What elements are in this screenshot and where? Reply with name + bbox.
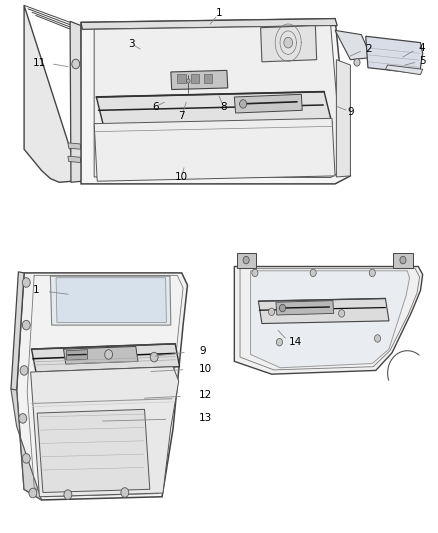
Polygon shape — [81, 19, 337, 29]
Text: 11: 11 — [33, 58, 46, 68]
Polygon shape — [17, 273, 187, 500]
Circle shape — [284, 37, 293, 48]
Text: 5: 5 — [420, 56, 426, 66]
Polygon shape — [68, 156, 81, 163]
Text: 9: 9 — [199, 346, 206, 356]
Circle shape — [400, 256, 406, 264]
Circle shape — [310, 269, 316, 277]
Polygon shape — [336, 60, 350, 177]
Polygon shape — [251, 271, 410, 368]
Text: 8: 8 — [220, 102, 227, 111]
Polygon shape — [32, 344, 180, 372]
Polygon shape — [258, 298, 389, 324]
Circle shape — [369, 269, 375, 277]
Polygon shape — [234, 94, 302, 113]
Text: 3: 3 — [128, 39, 135, 49]
Text: 10: 10 — [175, 172, 188, 182]
Text: 4: 4 — [418, 43, 425, 53]
Text: 10: 10 — [199, 364, 212, 374]
Polygon shape — [81, 19, 350, 184]
Polygon shape — [70, 21, 82, 182]
Polygon shape — [276, 301, 334, 315]
Text: 6: 6 — [152, 102, 159, 111]
Circle shape — [240, 100, 247, 108]
Text: 14: 14 — [289, 337, 302, 347]
Polygon shape — [94, 26, 343, 177]
Polygon shape — [94, 118, 335, 181]
Polygon shape — [24, 5, 79, 182]
Polygon shape — [64, 346, 138, 364]
Circle shape — [354, 59, 360, 66]
Text: 13: 13 — [199, 414, 212, 423]
Polygon shape — [237, 253, 256, 268]
Polygon shape — [234, 266, 423, 374]
Circle shape — [268, 308, 275, 316]
Polygon shape — [171, 70, 228, 90]
Circle shape — [29, 488, 37, 498]
Circle shape — [72, 59, 80, 69]
Circle shape — [252, 269, 258, 277]
Polygon shape — [31, 367, 179, 497]
Circle shape — [121, 488, 129, 497]
Circle shape — [19, 414, 27, 423]
Text: 7: 7 — [178, 111, 185, 121]
Text: 2: 2 — [366, 44, 372, 54]
Polygon shape — [177, 74, 186, 83]
Circle shape — [22, 454, 30, 463]
Circle shape — [187, 79, 190, 83]
Polygon shape — [11, 389, 42, 500]
Polygon shape — [50, 276, 171, 325]
Text: 9: 9 — [347, 107, 354, 117]
Circle shape — [64, 490, 72, 499]
Polygon shape — [335, 30, 371, 60]
Text: 1: 1 — [33, 286, 39, 295]
Circle shape — [22, 278, 30, 287]
Polygon shape — [366, 36, 423, 74]
Circle shape — [20, 366, 28, 375]
Polygon shape — [191, 74, 199, 83]
Circle shape — [22, 320, 30, 330]
Circle shape — [243, 256, 249, 264]
Circle shape — [374, 335, 381, 342]
Polygon shape — [37, 409, 150, 492]
Polygon shape — [68, 143, 81, 149]
Polygon shape — [261, 26, 317, 62]
Text: 1: 1 — [215, 9, 223, 18]
Circle shape — [279, 304, 286, 312]
Polygon shape — [67, 350, 88, 360]
Circle shape — [105, 350, 113, 359]
Polygon shape — [11, 272, 24, 390]
Polygon shape — [204, 74, 212, 83]
Polygon shape — [385, 65, 423, 75]
Polygon shape — [56, 278, 166, 322]
Polygon shape — [96, 92, 332, 129]
Polygon shape — [393, 253, 413, 268]
Text: 12: 12 — [199, 391, 212, 400]
Circle shape — [150, 352, 158, 362]
Circle shape — [276, 338, 283, 346]
Circle shape — [339, 310, 345, 317]
